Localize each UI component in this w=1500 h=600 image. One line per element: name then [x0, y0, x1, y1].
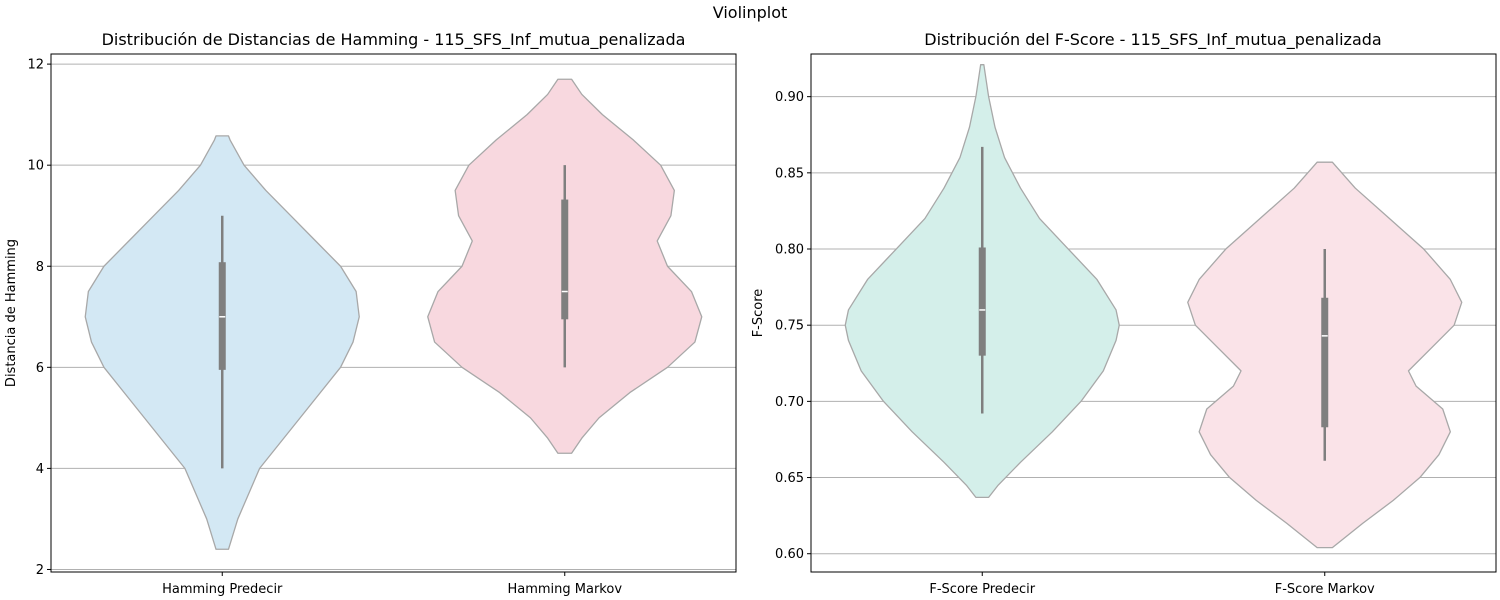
fscore-y-tick-label: 0.85 — [775, 166, 804, 181]
fscore-y-tick-label: 0.80 — [775, 243, 804, 258]
fscore-x-tick-label: F-Score Predecir — [929, 582, 1035, 597]
hamming-y-tick-label: 8 — [36, 260, 44, 275]
hamming-axes-frame — [50, 53, 737, 573]
fscore-iqr-box-0 — [978, 247, 986, 356]
hamming-y-tick-label: 4 — [36, 462, 44, 477]
hamming-x-tick-label: Hamming Markov — [507, 582, 622, 597]
fscore-x-tick-label: F-Score Markov — [1275, 582, 1375, 597]
fscore-y-axis-label: F-Score — [751, 289, 766, 338]
fscore-y-tick-label: 0.75 — [775, 319, 804, 334]
hamming-y-tick-label: 12 — [27, 58, 44, 73]
hamming-y-tick-label: 2 — [36, 563, 44, 578]
figure-suptitle: Violinplot — [713, 3, 788, 22]
fscore-y-tick-label: 0.60 — [775, 547, 804, 562]
fscore-violin-panel: Distribución del F-Score - 115_SFS_Inf_m… — [751, 30, 1497, 597]
fscore-iqr-box-1 — [1321, 297, 1329, 428]
hamming-y-axis-label: Distancia de Hamming — [4, 239, 19, 387]
hamming-panel-title: Distribución de Distancias de Hamming - … — [102, 30, 686, 50]
hamming-iqr-box-1 — [561, 199, 569, 320]
fscore-y-tick-label: 0.90 — [775, 90, 804, 105]
fscore-panel-title: Distribución del F-Score - 115_SFS_Inf_m… — [924, 30, 1381, 50]
hamming-y-tick-label: 6 — [36, 361, 44, 376]
fscore-axes-frame — [810, 53, 1497, 573]
hamming-x-tick-label: Hamming Predecir — [162, 582, 283, 597]
fscore-y-tick-label: 0.70 — [775, 395, 804, 410]
fscore-y-tick-label: 0.65 — [775, 471, 804, 486]
hamming-y-tick-label: 10 — [27, 159, 44, 174]
hamming-iqr-box-0 — [218, 262, 226, 370]
hamming-violin-panel: Distribución de Distancias de Hamming - … — [4, 30, 737, 597]
